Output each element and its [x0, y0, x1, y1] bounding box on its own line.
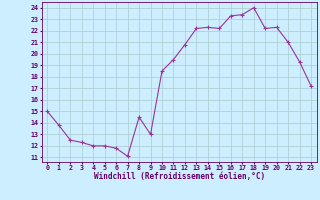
X-axis label: Windchill (Refroidissement éolien,°C): Windchill (Refroidissement éolien,°C) [94, 172, 265, 181]
